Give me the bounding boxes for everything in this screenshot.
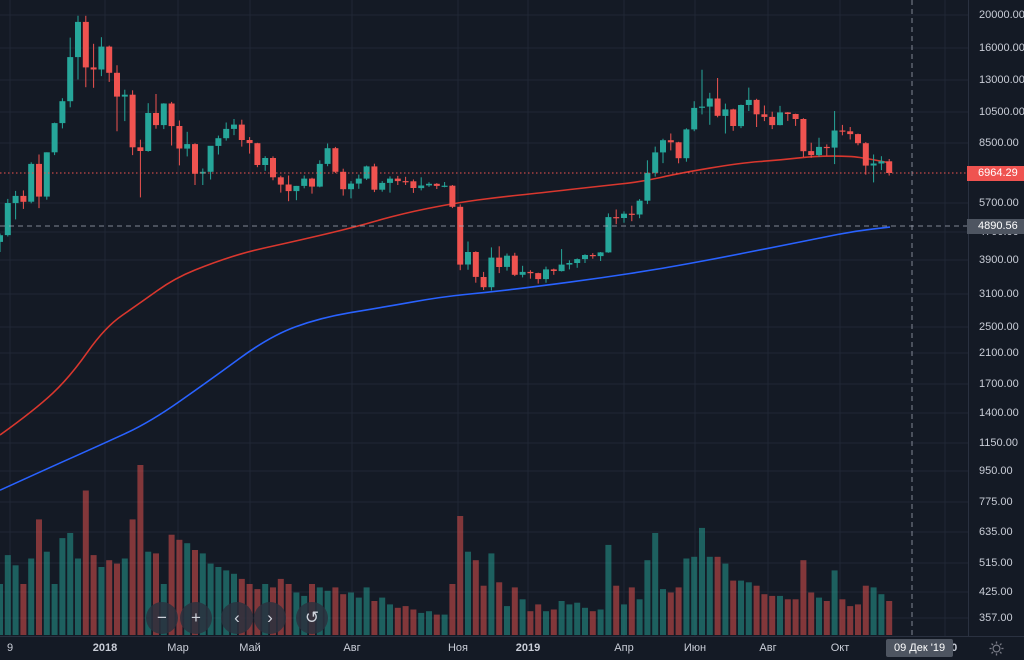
time-axis-label: Май xyxy=(239,642,261,654)
price-axis-label: 8500.00 xyxy=(979,137,1019,149)
price-axis-label: 2100.00 xyxy=(979,347,1019,359)
candles-layer xyxy=(0,15,893,291)
time-axis-label: Авг xyxy=(759,642,777,654)
price-axis-label: 3100.00 xyxy=(979,288,1019,300)
price-axis-label: 425.00 xyxy=(979,586,1013,598)
price-axis-label: 16000.00 xyxy=(979,42,1024,54)
price-axis-label: 10500.00 xyxy=(979,106,1024,118)
zoom-out-button[interactable]: − xyxy=(146,602,178,634)
time-axis-label: Авг xyxy=(343,642,361,654)
volume-layer xyxy=(0,465,893,635)
price-axis-label: 1700.00 xyxy=(979,378,1019,390)
crosshair-price-badge: 4890.56 xyxy=(967,218,1024,234)
scroll-left-button[interactable]: ‹ xyxy=(221,602,253,634)
price-axis-label: 2500.00 xyxy=(979,321,1019,333)
time-axis-label: Июн xyxy=(683,642,707,654)
price-axis-label: 5700.00 xyxy=(979,197,1019,209)
price-axis[interactable]: 20000.00 16000.00 13000.00 10500.00 8500.00 5… xyxy=(968,0,1024,636)
price-axis-label: 3900.00 xyxy=(979,254,1019,266)
time-axis-label: Окт xyxy=(830,642,850,654)
time-axis-label: Мар xyxy=(167,642,189,654)
time-axis-label: 2018 xyxy=(92,642,118,654)
zoom-in-button[interactable]: + xyxy=(180,602,212,634)
time-axis-label: Апр xyxy=(614,642,634,654)
price-axis-label: 515.00 xyxy=(979,557,1013,569)
axis-settings-corner[interactable] xyxy=(968,636,1024,660)
price-axis-label: 950.00 xyxy=(979,465,1013,477)
price-axis-label: 20000.00 xyxy=(979,9,1024,21)
time-axis-label: 9 xyxy=(6,642,14,654)
gear-icon[interactable] xyxy=(989,641,1004,656)
crosshair-date-badge: 09 Дек '19 xyxy=(886,639,954,657)
ma-slow-line xyxy=(0,226,891,491)
time-axis-label: 2019 xyxy=(515,642,541,654)
price-axis-label: 1150.00 xyxy=(979,437,1018,449)
price-axis-label: 635.00 xyxy=(979,526,1013,538)
time-axis-label: Ноя xyxy=(447,642,469,654)
time-axis[interactable]: 92018МарМайАвгНоя2019АпрИюнАвгОкт2020 xyxy=(0,636,1024,660)
price-axis-label: 357.00 xyxy=(979,612,1013,624)
price-axis-label: 1400.00 xyxy=(979,407,1019,419)
ma-fast-line xyxy=(0,155,891,436)
scroll-right-button[interactable]: › xyxy=(254,602,286,634)
reset-chart-button[interactable]: ↺ xyxy=(296,602,328,634)
price-axis-label: 775.00 xyxy=(979,496,1013,508)
price-axis-label: 13000.00 xyxy=(979,74,1024,86)
last-price-badge: 6964.29 xyxy=(967,165,1024,181)
